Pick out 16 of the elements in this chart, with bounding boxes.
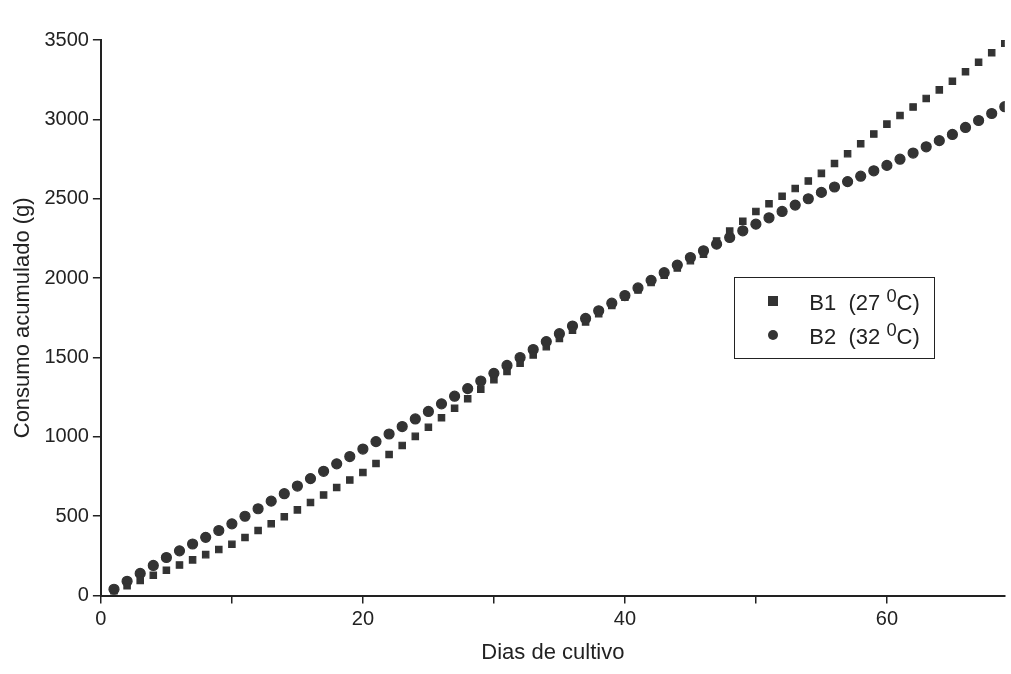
y-axis-title: Consumo acumulado (g) xyxy=(9,197,35,439)
legend-label: B2 (32 $^{0}$C) xyxy=(809,319,920,351)
x-tick-label: 20 xyxy=(351,607,375,630)
x-tick-label: 0 xyxy=(95,607,107,630)
x-axis-title: Dias de cultivo xyxy=(481,638,625,664)
y-tick-label: 2000 xyxy=(44,265,89,288)
legend-label: B1 (27 $^{0}$C) xyxy=(809,285,920,317)
y-tick-label: 1000 xyxy=(44,424,89,447)
x-tick-label: 60 xyxy=(875,607,899,630)
y-tick-label: 2500 xyxy=(44,186,89,209)
y-tick-label: 3000 xyxy=(44,106,89,129)
y-tick-label: 500 xyxy=(55,503,89,526)
y-tick-label: 1500 xyxy=(44,345,89,367)
y-tick-label: 3500 xyxy=(44,27,89,50)
y-tick-label: 0 xyxy=(77,583,89,606)
x-tick-label: 40 xyxy=(613,607,637,630)
